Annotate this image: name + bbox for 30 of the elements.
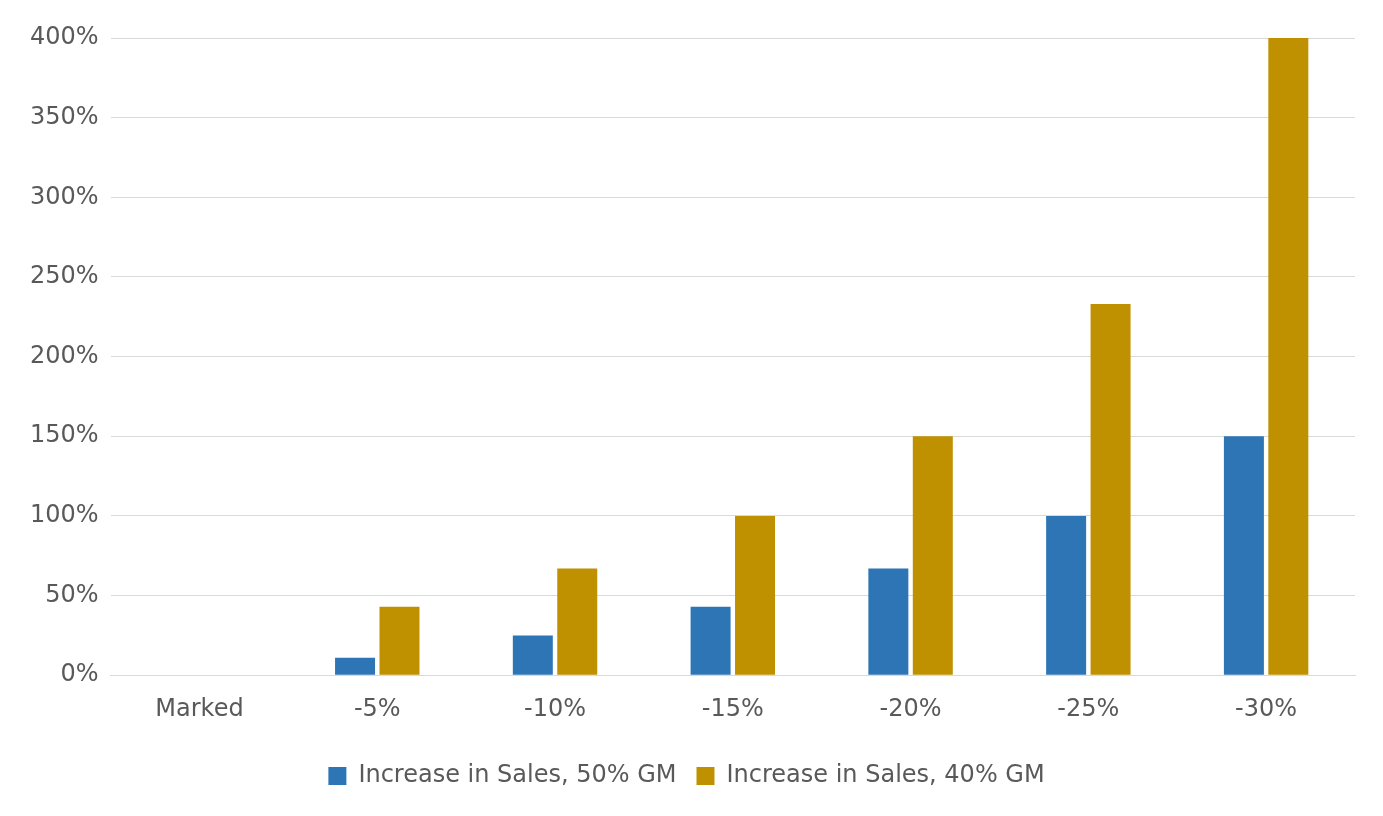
x-tick-label: Marked xyxy=(155,693,244,722)
x-tick-label: -5% xyxy=(353,693,401,722)
bar xyxy=(557,568,598,675)
bar xyxy=(690,606,731,675)
y-tick-label: 250% xyxy=(29,261,99,290)
legend-label: Increase in Sales, 50% GM xyxy=(358,760,677,789)
y-tick-label: 350% xyxy=(29,101,99,130)
y-tick-label: 50% xyxy=(45,579,99,608)
y-tick-label: 400% xyxy=(29,22,99,51)
y-tick-label: 300% xyxy=(29,181,99,210)
bar xyxy=(512,635,553,675)
x-tick-label: -25% xyxy=(1057,693,1120,722)
y-tick-label: 100% xyxy=(29,500,99,529)
bar xyxy=(379,606,420,675)
legend-label: Increase in Sales, 40% GM xyxy=(726,760,1045,789)
bar xyxy=(1268,38,1309,675)
bar xyxy=(735,515,776,675)
bar xyxy=(1223,436,1264,675)
y-tick-label: 0% xyxy=(60,659,99,688)
x-tick-label: -30% xyxy=(1235,693,1298,722)
bar xyxy=(335,657,376,675)
y-tick-label: 150% xyxy=(29,420,99,449)
bar xyxy=(912,436,953,675)
x-tick-label: -20% xyxy=(879,693,942,722)
bar xyxy=(1046,515,1087,675)
bar xyxy=(868,568,909,675)
x-tick-label: -10% xyxy=(524,693,587,722)
bar xyxy=(1090,304,1131,675)
x-tick-label: -15% xyxy=(701,693,764,722)
y-tick-label: 200% xyxy=(29,340,99,369)
